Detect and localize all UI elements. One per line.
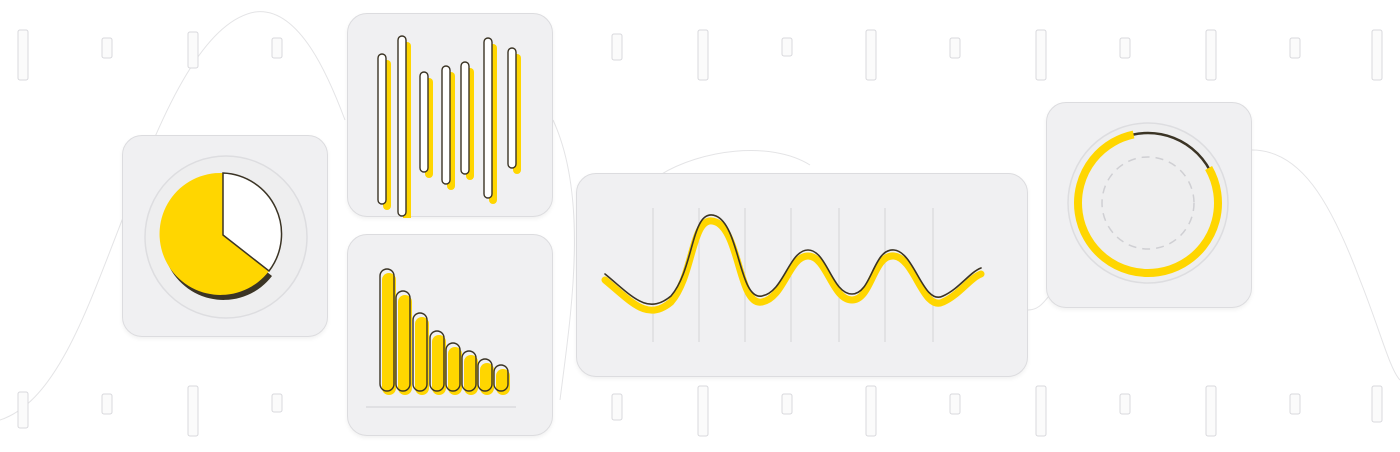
background-tick [865,29,877,81]
pie-chart-card [122,135,328,337]
background-tick [187,385,199,437]
background-tick [101,37,113,59]
background-tick [697,29,709,81]
ring-inner-dashed-circle [1101,156,1195,250]
background-tick [101,393,113,415]
ring-backdrop-circle [1067,122,1229,284]
waveform-bar [377,53,387,205]
bar-fill [480,363,494,395]
waveform-bar [507,47,517,169]
waveform-bar [397,35,407,217]
background-tick [1035,385,1047,437]
bar-chart-card [347,234,553,436]
bar-outline [395,290,411,392]
bar-outline [412,312,428,392]
background-tick-marks [17,29,1383,437]
sine-wave-highlight [601,217,985,314]
background-tick [1371,29,1383,81]
sine-wave-card [576,173,1028,377]
background-tick [865,385,877,437]
background-tick [611,33,623,61]
waveform-bar [460,61,470,175]
background-curve [0,11,1400,421]
background-tick [271,393,283,413]
background-tick [949,393,961,415]
background-tick [611,393,623,421]
background-tick [1035,29,1047,81]
bar-fill [464,355,478,395]
bar-outline [493,364,509,392]
waveform-bar [483,37,493,199]
bar-outline [379,268,395,392]
background-tick [1119,393,1131,415]
waveform-bar [441,65,451,185]
background-tick [1371,385,1383,423]
bar-outline [429,330,445,392]
background-tick [17,29,29,81]
bar-outline [461,350,477,392]
bar-fill [415,317,429,395]
background-tick [271,37,283,59]
progress-ring-card [1046,102,1252,308]
background-tick [781,393,793,415]
background-tick [1289,37,1301,59]
sine-grid-lines [652,208,934,342]
bar-fill [432,335,446,395]
background-tick [697,385,709,437]
background-tick [1205,385,1217,437]
ring-progress-arc [1074,129,1222,277]
waveform-bar [419,71,429,173]
background-tick [949,37,961,59]
bar-fill [398,295,412,395]
background-tick [781,37,793,57]
background-tick [187,31,199,69]
waveform-card [347,13,553,218]
pie-filled-slice [159,172,269,295]
background-tick [1289,393,1301,415]
background-tick [1205,29,1217,81]
bar-outline [477,358,493,392]
background-tick [1119,37,1131,59]
sine-wave-line [604,214,982,306]
bar-fill [382,273,396,395]
pie-empty-slice [222,172,283,273]
bar-fill [448,347,462,395]
bar-outline [445,342,461,392]
background-tick [17,391,29,429]
